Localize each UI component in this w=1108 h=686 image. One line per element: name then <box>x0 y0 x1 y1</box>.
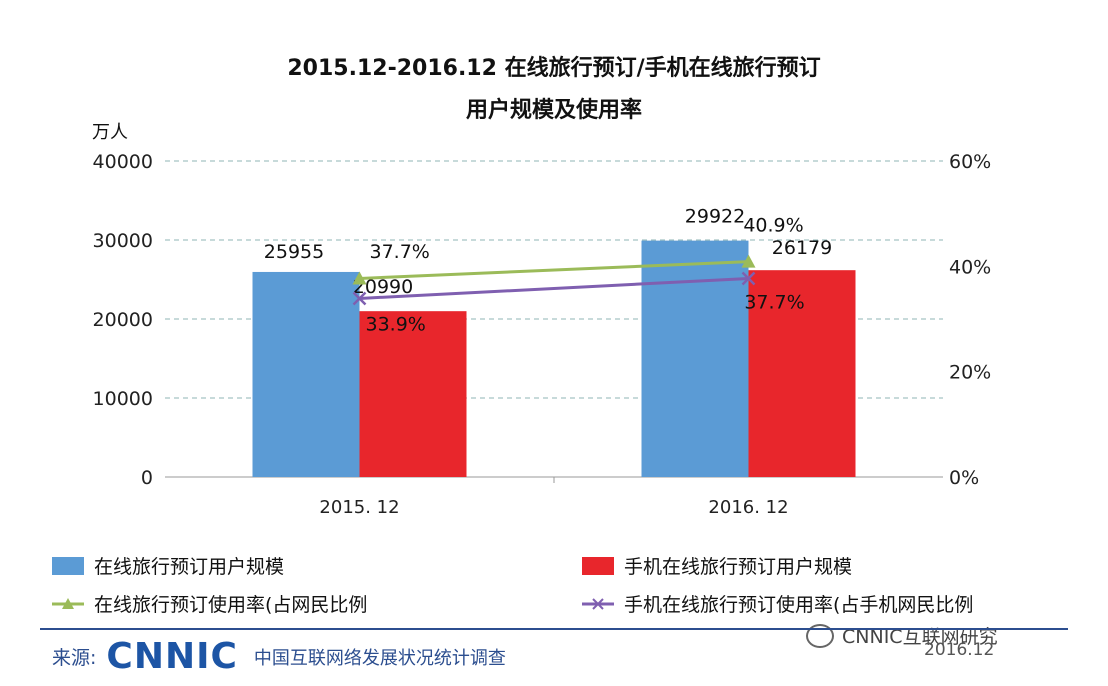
legend-item-1: 手机在线旅行预订用户规模 <box>582 552 852 579</box>
line-value-label: 40.9% <box>743 215 803 237</box>
legend-swatch-1 <box>582 556 614 575</box>
source-line: 来源: CNNIC 中国互联网络发展状况统计调查 <box>52 636 506 677</box>
y-tick-label: 10000 <box>93 388 153 410</box>
bar-value-label: 25955 <box>264 241 324 263</box>
footer-divider <box>40 628 1068 630</box>
cnnic-logo: CNNIC <box>106 636 238 677</box>
line-value-label: 37.7% <box>744 291 804 313</box>
line-series-1 <box>359 276 749 300</box>
y2-tick-label: 20% <box>949 362 991 384</box>
bar-1-0 <box>359 311 467 477</box>
y2-tick-label: 60% <box>949 151 991 173</box>
bar-value-label: 20990 <box>353 276 413 298</box>
legend-item-0: 在线旅行预订用户规模 <box>52 552 284 579</box>
line-value-label: 33.9% <box>366 313 426 335</box>
y-tick-label: 40000 <box>93 151 153 173</box>
source-label: 来源: <box>52 647 97 669</box>
chart-title: 2015.12-2016.12 在线旅行预订/手机在线旅行预订 <box>287 56 821 81</box>
line-point-1-1 <box>741 271 756 286</box>
footer-date: 2016.12 <box>924 640 995 660</box>
y2-tick-label: 40% <box>949 256 991 278</box>
y-tick-label: 20000 <box>93 309 153 331</box>
bar-value-label: 26179 <box>772 237 832 259</box>
x-tick-label: 2015. 12 <box>319 497 399 518</box>
y-tick-label: 30000 <box>93 230 153 252</box>
legend-label-1: 手机在线旅行预订用户规模 <box>624 556 853 578</box>
line-value-label: 37.7% <box>370 241 430 263</box>
legend-label-2: 在线旅行预订使用率(占网民比例 <box>94 594 368 616</box>
bar-0-0 <box>252 271 360 477</box>
x-tick-label: 2016. 12 <box>708 497 788 518</box>
source-description: 中国互联网络发展状况统计调查 <box>253 647 506 669</box>
y-axis-label: 万人 <box>92 122 128 143</box>
legend-label-0: 在线旅行预订用户规模 <box>94 556 285 578</box>
bar-value-label: 29922 <box>685 206 745 228</box>
wechat-account: CNNIC互联网研究 <box>806 622 998 649</box>
line-point-1-0 <box>352 291 367 306</box>
line-point-0-0 <box>352 271 367 285</box>
line-point-0-1 <box>741 254 756 268</box>
wechat-icon <box>806 623 834 648</box>
legend-swatch-3 <box>582 597 614 610</box>
legend-item-3: 手机在线旅行预订使用率(占手机网民比例 <box>582 590 973 617</box>
legend-swatch-0 <box>52 556 84 575</box>
wechat-account-name: CNNIC互联网研究 <box>842 626 998 648</box>
y-tick-label: 0 <box>141 467 153 489</box>
legend-label-3: 手机在线旅行预订使用率(占手机网民比例 <box>624 594 974 616</box>
bar-0-1 <box>641 240 749 477</box>
legend-item-2: 在线旅行预订使用率(占网民比例 <box>52 590 367 617</box>
legend-swatch-2 <box>52 597 84 609</box>
y2-tick-label: 0% <box>949 467 979 489</box>
chart-subtitle: 用户规模及使用率 <box>465 98 642 123</box>
bar-1-1 <box>748 270 856 477</box>
line-series-0 <box>359 260 749 280</box>
